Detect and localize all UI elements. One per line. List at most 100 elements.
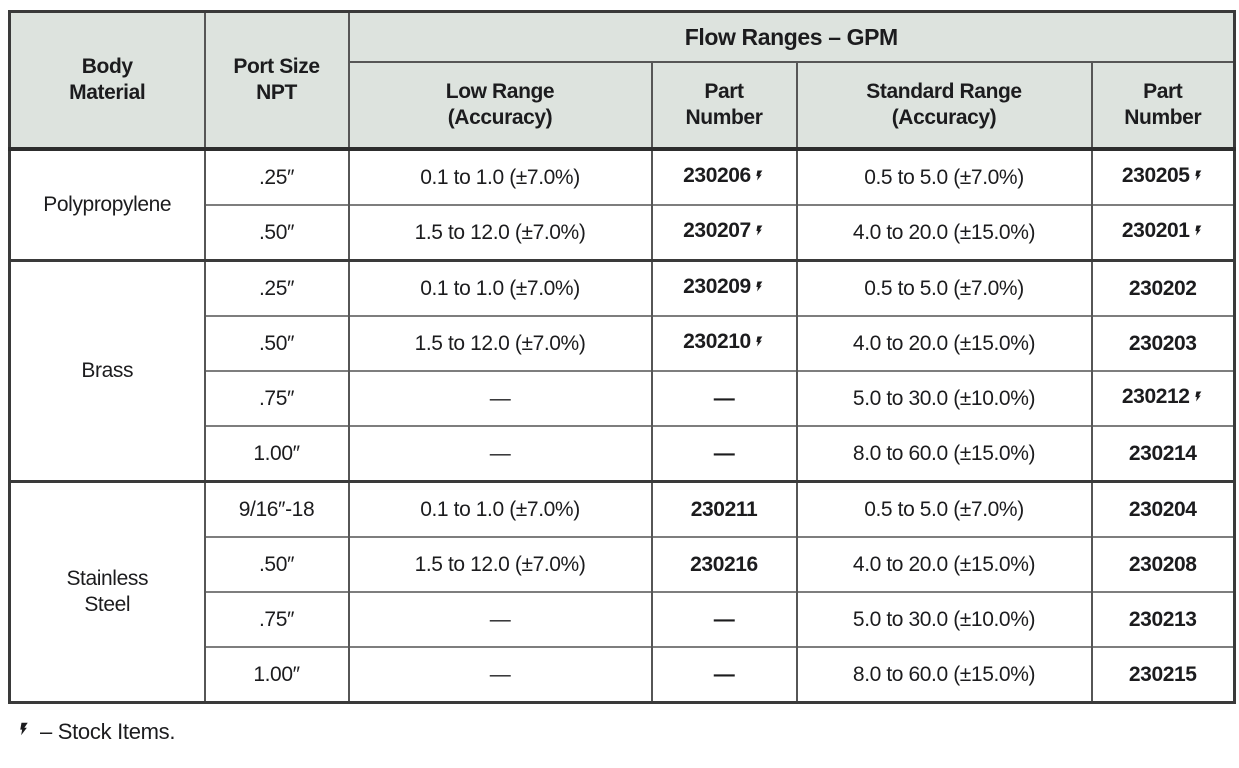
cell-material-stainless-steel: Stainless Steel <box>8 480 206 703</box>
col-header-standard-range: Standard Range (Accuracy) <box>795 62 1093 151</box>
cell-std-part: 230202 <box>1090 259 1236 316</box>
cell-port-size: 1.00″ <box>203 425 350 482</box>
part-number: 230204 <box>1128 497 1197 521</box>
cell-std-range: 4.0 to 20.0 (±15.0%) <box>795 536 1093 592</box>
part-number: — <box>713 607 735 631</box>
table-row: .50″ 1.5 to 12.0 (±7.0%) 230216 4.0 to 2… <box>10 536 1236 592</box>
cell-material-brass: Brass <box>8 259 206 482</box>
cell-low-part: 230216 <box>650 536 798 592</box>
cell-port-size: .50″ <box>203 536 350 592</box>
cell-low-part: 230207 <box>650 204 798 261</box>
cell-port-size: .75″ <box>203 591 350 647</box>
stock-bolt-icon <box>753 332 765 357</box>
table-row: .50″ 1.5 to 12.0 (±7.0%) 230207 4.0 to 2… <box>10 204 1236 261</box>
cell-low-part: 230206 <box>650 147 798 205</box>
cell-low-range: 1.5 to 12.0 (±7.0%) <box>347 204 653 261</box>
part-number: 230205 <box>1121 164 1190 187</box>
cell-low-range: — <box>347 646 653 703</box>
table-row: .75″ — — 5.0 to 30.0 (±10.0%) 230213 <box>10 591 1236 647</box>
table-row: Stainless Steel 9/16″-18 0.1 to 1.0 (±7.… <box>8 480 1236 703</box>
stock-bolt-icon <box>753 221 765 246</box>
stock-bolt-icon <box>1192 166 1204 191</box>
cell-port-size: .50″ <box>203 204 350 261</box>
cell-low-part: — <box>650 425 798 482</box>
cell-low-part: — <box>650 370 798 426</box>
table-header: Body Material Port Size NPT Flow Ranges … <box>8 11 1236 151</box>
cell-low-part: 230211 <box>650 480 798 537</box>
cell-std-part: 230213 <box>1090 591 1236 647</box>
cell-std-part: 230203 <box>1090 315 1236 371</box>
col-header-low-range: Low Range (Accuracy) <box>347 62 653 151</box>
table-row: Polypropylene .25″ 0.1 to 1.0 (±7.0%) 23… <box>8 147 1236 261</box>
stock-bolt-icon <box>753 166 765 191</box>
cell-std-range: 5.0 to 30.0 (±10.0%) <box>795 591 1093 647</box>
cell-std-part: 230205 <box>1090 147 1236 205</box>
cell-std-part: 230201 <box>1090 204 1236 261</box>
stock-bolt-icon <box>1192 221 1204 246</box>
cell-std-range: 4.0 to 20.0 (±15.0%) <box>795 204 1093 261</box>
stock-items-label: – Stock Items. <box>40 719 176 744</box>
col-header-part-number-low: Part Number <box>650 62 798 151</box>
cell-port-size: .50″ <box>203 315 350 371</box>
cell-std-range: 0.5 to 5.0 (±7.0%) <box>795 480 1093 537</box>
part-number: 230201 <box>1121 219 1190 242</box>
header-row-sub: Low Range (Accuracy) Part Number Standar… <box>10 62 1236 151</box>
cell-low-range: 0.1 to 1.0 (±7.0%) <box>347 480 653 537</box>
cell-std-range: 4.0 to 20.0 (±15.0%) <box>795 315 1093 371</box>
part-number: 230209 <box>683 275 751 298</box>
cell-std-range: 8.0 to 60.0 (±15.0%) <box>795 425 1093 482</box>
cell-std-part: 230214 <box>1090 425 1236 482</box>
cell-low-part: 230209 <box>650 259 798 316</box>
part-number: — <box>713 386 735 410</box>
part-number: 230214 <box>1128 441 1197 465</box>
stock-bolt-icon <box>1192 387 1204 412</box>
cell-low-range: 1.5 to 12.0 (±7.0%) <box>347 536 653 592</box>
part-number: 230207 <box>683 219 751 242</box>
part-number: — <box>713 441 735 465</box>
part-number: 230208 <box>1128 552 1197 576</box>
cell-std-range: 0.5 to 5.0 (±7.0%) <box>795 147 1093 205</box>
stock-bolt-icon <box>16 716 31 748</box>
col-header-flow-ranges-gpm: Flow Ranges – GPM <box>347 11 1236 63</box>
cell-port-size: .25″ <box>203 147 350 205</box>
table-body: Polypropylene .25″ 0.1 to 1.0 (±7.0%) 23… <box>8 147 1236 703</box>
part-number: 230206 <box>683 164 751 187</box>
cell-std-part: 230212 <box>1090 370 1236 426</box>
table-row: Brass .25″ 0.1 to 1.0 (±7.0%) 230209 0.5… <box>8 259 1236 482</box>
cell-std-part: 230208 <box>1090 536 1236 592</box>
cell-low-part: — <box>650 591 798 647</box>
cell-low-range: 1.5 to 12.0 (±7.0%) <box>347 315 653 371</box>
cell-low-range: — <box>347 370 653 426</box>
part-number: 230213 <box>1128 607 1197 631</box>
cell-std-range: 8.0 to 60.0 (±15.0%) <box>795 646 1093 703</box>
part-number: 230211 <box>690 497 758 521</box>
col-header-body-material: Body Material <box>8 11 206 151</box>
table-row: 1.00″ — — 8.0 to 60.0 (±15.0%) 230214 <box>10 425 1236 482</box>
cell-std-part: 230215 <box>1090 646 1236 703</box>
table-row: .75″ — — 5.0 to 30.0 (±10.0%) 230212 <box>10 370 1236 426</box>
header-row-top: Body Material Port Size NPT Flow Ranges … <box>8 11 1236 151</box>
cell-port-size: .25″ <box>203 259 350 316</box>
stock-bolt-icon <box>753 277 765 302</box>
cell-std-range: 5.0 to 30.0 (±10.0%) <box>795 370 1093 426</box>
col-header-part-number-std: Part Number <box>1090 62 1236 151</box>
col-header-port-size: Port Size NPT <box>203 11 350 151</box>
cell-std-part: 230204 <box>1090 480 1236 537</box>
part-number: 230202 <box>1128 276 1197 300</box>
cell-port-size: 1.00″ <box>203 646 350 703</box>
table-row: 1.00″ — — 8.0 to 60.0 (±15.0%) 230215 <box>10 646 1236 703</box>
part-number: 230203 <box>1128 331 1197 355</box>
part-number: 230212 <box>1121 385 1190 408</box>
part-number: 230215 <box>1128 662 1197 686</box>
cell-low-range: — <box>347 425 653 482</box>
cell-port-size: 9/16″-18 <box>203 480 350 537</box>
part-number: — <box>713 662 735 686</box>
part-number: 230210 <box>683 330 751 353</box>
cell-low-range: 0.1 to 1.0 (±7.0%) <box>347 147 653 205</box>
cell-std-range: 0.5 to 5.0 (±7.0%) <box>795 259 1093 316</box>
table-row: .50″ 1.5 to 12.0 (±7.0%) 230210 4.0 to 2… <box>10 315 1236 371</box>
cell-material-polypropylene: Polypropylene <box>8 147 206 261</box>
stock-items-legend: – Stock Items. <box>14 716 175 748</box>
cell-low-part: — <box>650 646 798 703</box>
